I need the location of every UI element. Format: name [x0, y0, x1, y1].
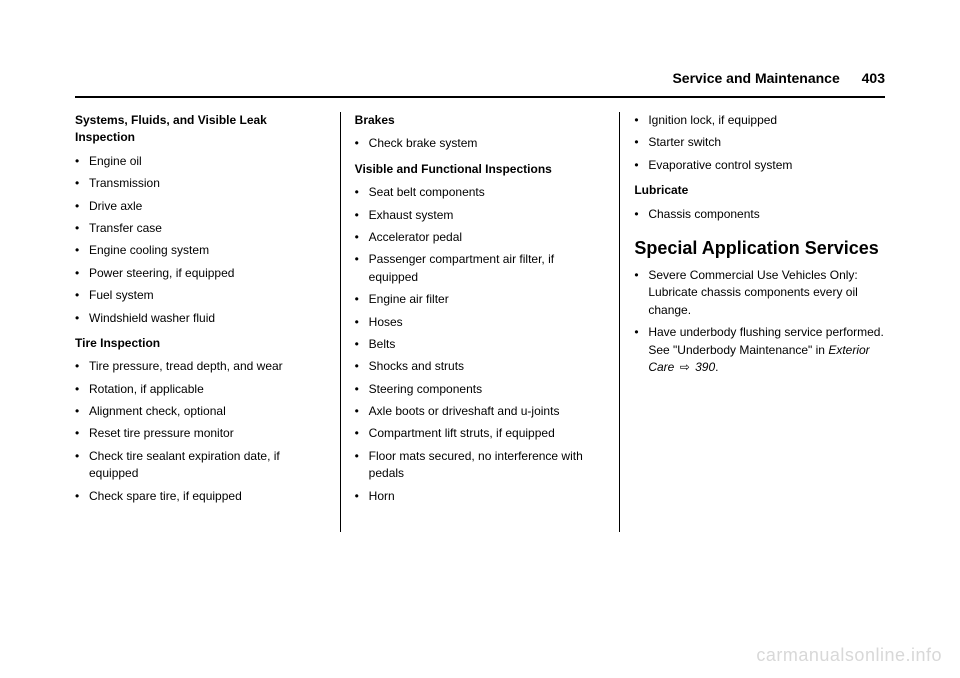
list-item: Evaporative control system: [634, 157, 885, 174]
list-item: Tire pressure, tread depth, and wear: [75, 358, 326, 375]
list-item: Reset tire pressure monitor: [75, 425, 326, 442]
list-item: Compartment lift struts, if equipped: [355, 425, 606, 442]
list-item: Axle boots or driveshaft and u-joints: [355, 403, 606, 420]
list-item: Engine cooling system: [75, 242, 326, 259]
list-item: Have underbody flushing service performe…: [634, 324, 885, 376]
list-item: Windshield washer fluid: [75, 310, 326, 327]
list-item: Severe Commercial Use Vehicles Only: Lub…: [634, 267, 885, 319]
list-item: Rotation, if applicable: [75, 381, 326, 398]
col3-list-continued: Ignition lock, if equipped Starter switc…: [634, 112, 885, 174]
list-item: Engine air filter: [355, 291, 606, 308]
list-item: Seat belt components: [355, 184, 606, 201]
list-item: Check brake system: [355, 135, 606, 152]
list-item: Hoses: [355, 314, 606, 331]
column-2: Brakes Check brake system Visible and Fu…: [340, 112, 620, 532]
cross-ref-page: 390: [695, 360, 715, 374]
col2-heading-brakes: Brakes: [355, 112, 606, 129]
list-item: Power steering, if equipped: [75, 265, 326, 282]
list-item: Belts: [355, 336, 606, 353]
list-item: Floor mats secured, no interference with…: [355, 448, 606, 483]
list-item: Horn: [355, 488, 606, 505]
list-item: Exhaust system: [355, 207, 606, 224]
column-3: Ignition lock, if equipped Starter switc…: [619, 112, 885, 532]
list-item: Starter switch: [634, 134, 885, 151]
col3-heading-special: Special Application Services: [634, 235, 885, 261]
col1-list-tire: Tire pressure, tread depth, and wear Rot…: [75, 358, 326, 505]
col1-heading-systems: Systems, Fluids, and Visible Leak Inspec…: [75, 112, 326, 147]
page-number: 403: [862, 70, 885, 86]
list-item: Chassis components: [634, 206, 885, 223]
page-content: Service and Maintenance 403 Systems, Flu…: [75, 70, 885, 638]
list-item: Check tire sealant expiration date, if e…: [75, 448, 326, 483]
col2-heading-inspections: Visible and Functional Inspections: [355, 161, 606, 178]
header-title: Service and Maintenance 403: [672, 70, 885, 86]
col1-list-systems: Engine oil Transmission Drive axle Trans…: [75, 153, 326, 327]
list-item: Fuel system: [75, 287, 326, 304]
col3-list-special: Severe Commercial Use Vehicles Only: Lub…: [634, 267, 885, 376]
header-bar: Service and Maintenance 403: [75, 70, 885, 98]
cross-ref-arrow-icon: ⇨: [678, 359, 692, 376]
list-item: Check spare tire, if equipped: [75, 488, 326, 505]
list-item: Shocks and struts: [355, 358, 606, 375]
list-item: Ignition lock, if equipped: [634, 112, 885, 129]
column-1: Systems, Fluids, and Visible Leak Inspec…: [75, 112, 340, 532]
col1-heading-tire: Tire Inspection: [75, 335, 326, 352]
content-columns: Systems, Fluids, and Visible Leak Inspec…: [75, 112, 885, 532]
col2-list-inspections: Seat belt components Exhaust system Acce…: [355, 184, 606, 505]
list-item: Steering components: [355, 381, 606, 398]
section-name: Service and Maintenance: [672, 70, 839, 86]
list-item: Engine oil: [75, 153, 326, 170]
list-item: Transmission: [75, 175, 326, 192]
watermark: carmanualsonline.info: [756, 645, 942, 666]
list-item: Drive axle: [75, 198, 326, 215]
list-item: Passenger compartment air filter, if equ…: [355, 251, 606, 286]
col3-list-lubricate: Chassis components: [634, 206, 885, 223]
list-item: Alignment check, optional: [75, 403, 326, 420]
list-item: Accelerator pedal: [355, 229, 606, 246]
col2-list-brakes: Check brake system: [355, 135, 606, 152]
list-item: Transfer case: [75, 220, 326, 237]
col3-heading-lubricate: Lubricate: [634, 182, 885, 199]
